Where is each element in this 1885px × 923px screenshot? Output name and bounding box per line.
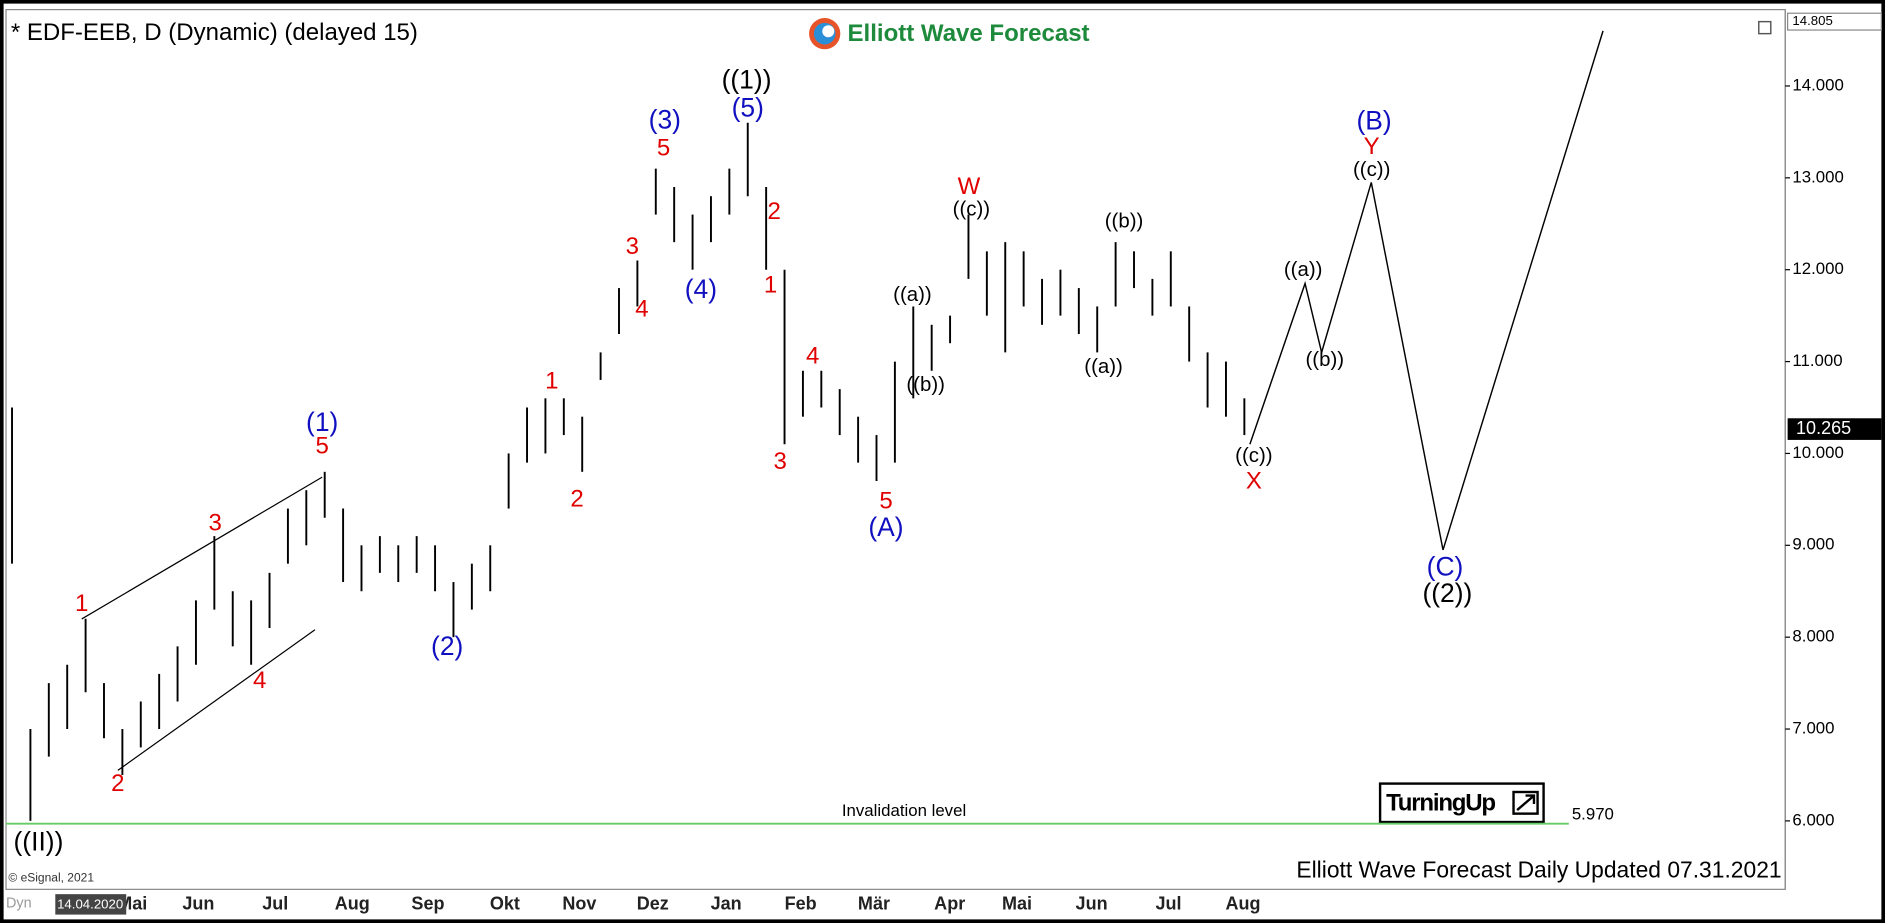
wave-label: ((c)) xyxy=(1353,159,1390,181)
wave-label: ((a)) xyxy=(893,284,932,306)
wave-label: 3 xyxy=(626,233,639,260)
x-tick-label: Okt xyxy=(490,894,520,914)
x-tick-label: Jul xyxy=(262,894,288,914)
y-tick-label: 14.000 xyxy=(1792,75,1843,94)
wave-label: ((c)) xyxy=(953,199,990,221)
wave-label: (C) xyxy=(1427,551,1464,581)
axis-max-label: 14.805 xyxy=(1792,13,1832,28)
footer: Elliott Wave Forecast Daily Updated 07.3… xyxy=(1296,856,1781,882)
projection-path xyxy=(1249,30,1604,551)
y-tick-label: 9.000 xyxy=(1792,535,1834,554)
y-tick-label: 6.000 xyxy=(1792,810,1834,829)
mode-label: Dyn xyxy=(6,896,32,912)
x-tick-label: Dez xyxy=(637,894,669,914)
y-tick-label: 7.000 xyxy=(1792,718,1834,737)
x-tick-label: Jul xyxy=(1155,894,1181,914)
wave-label: 4 xyxy=(806,342,819,369)
invalidation-label: 5.970 xyxy=(1572,805,1614,824)
y-tick-label: 11.000 xyxy=(1792,351,1842,370)
wave-label: 4 xyxy=(253,667,266,694)
logo-icon xyxy=(822,25,835,38)
wave-label: 2 xyxy=(111,770,124,797)
x-tick-label: Feb xyxy=(785,894,817,914)
copyright: © eSignal, 2021 xyxy=(8,871,94,885)
wave-label: ((a)) xyxy=(1284,259,1323,281)
brand: Elliott Wave Forecast xyxy=(848,20,1090,47)
wave-label: 1 xyxy=(764,271,777,298)
wave-label: 3 xyxy=(774,448,787,475)
badge-box xyxy=(1378,782,1545,824)
wave-label: 4 xyxy=(635,295,648,322)
channel-line xyxy=(81,476,323,620)
y-tick-label: 8.000 xyxy=(1792,627,1834,646)
wave-label: (1) xyxy=(306,407,338,437)
x-tick-label: Aug xyxy=(335,894,370,914)
last-price-box xyxy=(1787,418,1882,440)
x-tick-label: Sep xyxy=(411,894,444,914)
chart-title: * EDF-EEB, D (Dynamic) (delayed 15) xyxy=(11,19,418,46)
wave-label: ((c)) xyxy=(1235,445,1272,467)
wave-label: (3) xyxy=(649,104,681,134)
wave-label: 5 xyxy=(879,488,892,515)
y-tick-label: 12.000 xyxy=(1792,259,1843,278)
x-tick-label: Mär xyxy=(858,894,890,914)
badge: TurningUp xyxy=(1378,782,1545,824)
wave-label: (2) xyxy=(431,631,463,661)
wave-label: 5 xyxy=(657,134,670,161)
wave-label: ((2)) xyxy=(1422,578,1472,608)
start-date-box xyxy=(55,894,127,915)
wave-label: (A) xyxy=(868,512,903,542)
wave-label: W xyxy=(958,173,981,200)
wave-label: ((a)) xyxy=(1084,356,1123,378)
channel-line xyxy=(117,629,316,771)
wave-label: ((b)) xyxy=(906,374,945,396)
wave-label: 1 xyxy=(545,368,558,395)
wave-label: 3 xyxy=(209,509,222,536)
logo: Elliott Wave Forecast xyxy=(809,18,1090,50)
wave-label: (5) xyxy=(732,92,764,122)
x-tick-label: Apr xyxy=(934,894,965,914)
last-price-label: 10.265 xyxy=(1796,418,1851,438)
x-tick-label: Jun xyxy=(182,894,214,914)
x-tick-label: Jan xyxy=(711,894,742,914)
y-tick-label: 13.000 xyxy=(1792,167,1843,186)
axis-max-box xyxy=(1787,12,1882,31)
wave-label: (4) xyxy=(685,274,717,304)
wave-label: X xyxy=(1246,467,1262,494)
wave-label: 5 xyxy=(316,432,329,459)
x-tick-label: Mai xyxy=(1002,894,1032,914)
wave-label: 1 xyxy=(75,590,88,617)
restore-icon[interactable] xyxy=(1758,20,1772,35)
badge-icon xyxy=(1516,794,1536,811)
wave-label: 2 xyxy=(768,198,781,225)
wave-label: ((b)) xyxy=(1105,211,1144,233)
wave-label: ((II)) xyxy=(14,827,64,857)
invalidation-text: Invalidation level xyxy=(842,801,966,820)
wave-label: ((1)) xyxy=(722,65,772,95)
x-tick-label: Aug xyxy=(1226,894,1261,914)
wave-label: Y xyxy=(1364,133,1380,160)
x-tick-label: Nov xyxy=(562,894,596,914)
start-date: 14.04.2020 xyxy=(57,896,123,911)
badge-text: TurningUp xyxy=(1386,789,1495,816)
wave-label: 2 xyxy=(570,485,583,512)
y-tick-label: 10.000 xyxy=(1792,443,1843,462)
wave-label: (B) xyxy=(1356,106,1391,136)
x-tick-label: Jun xyxy=(1076,894,1108,914)
wave-label: ((b)) xyxy=(1306,349,1345,371)
badge-icon xyxy=(1512,790,1539,815)
